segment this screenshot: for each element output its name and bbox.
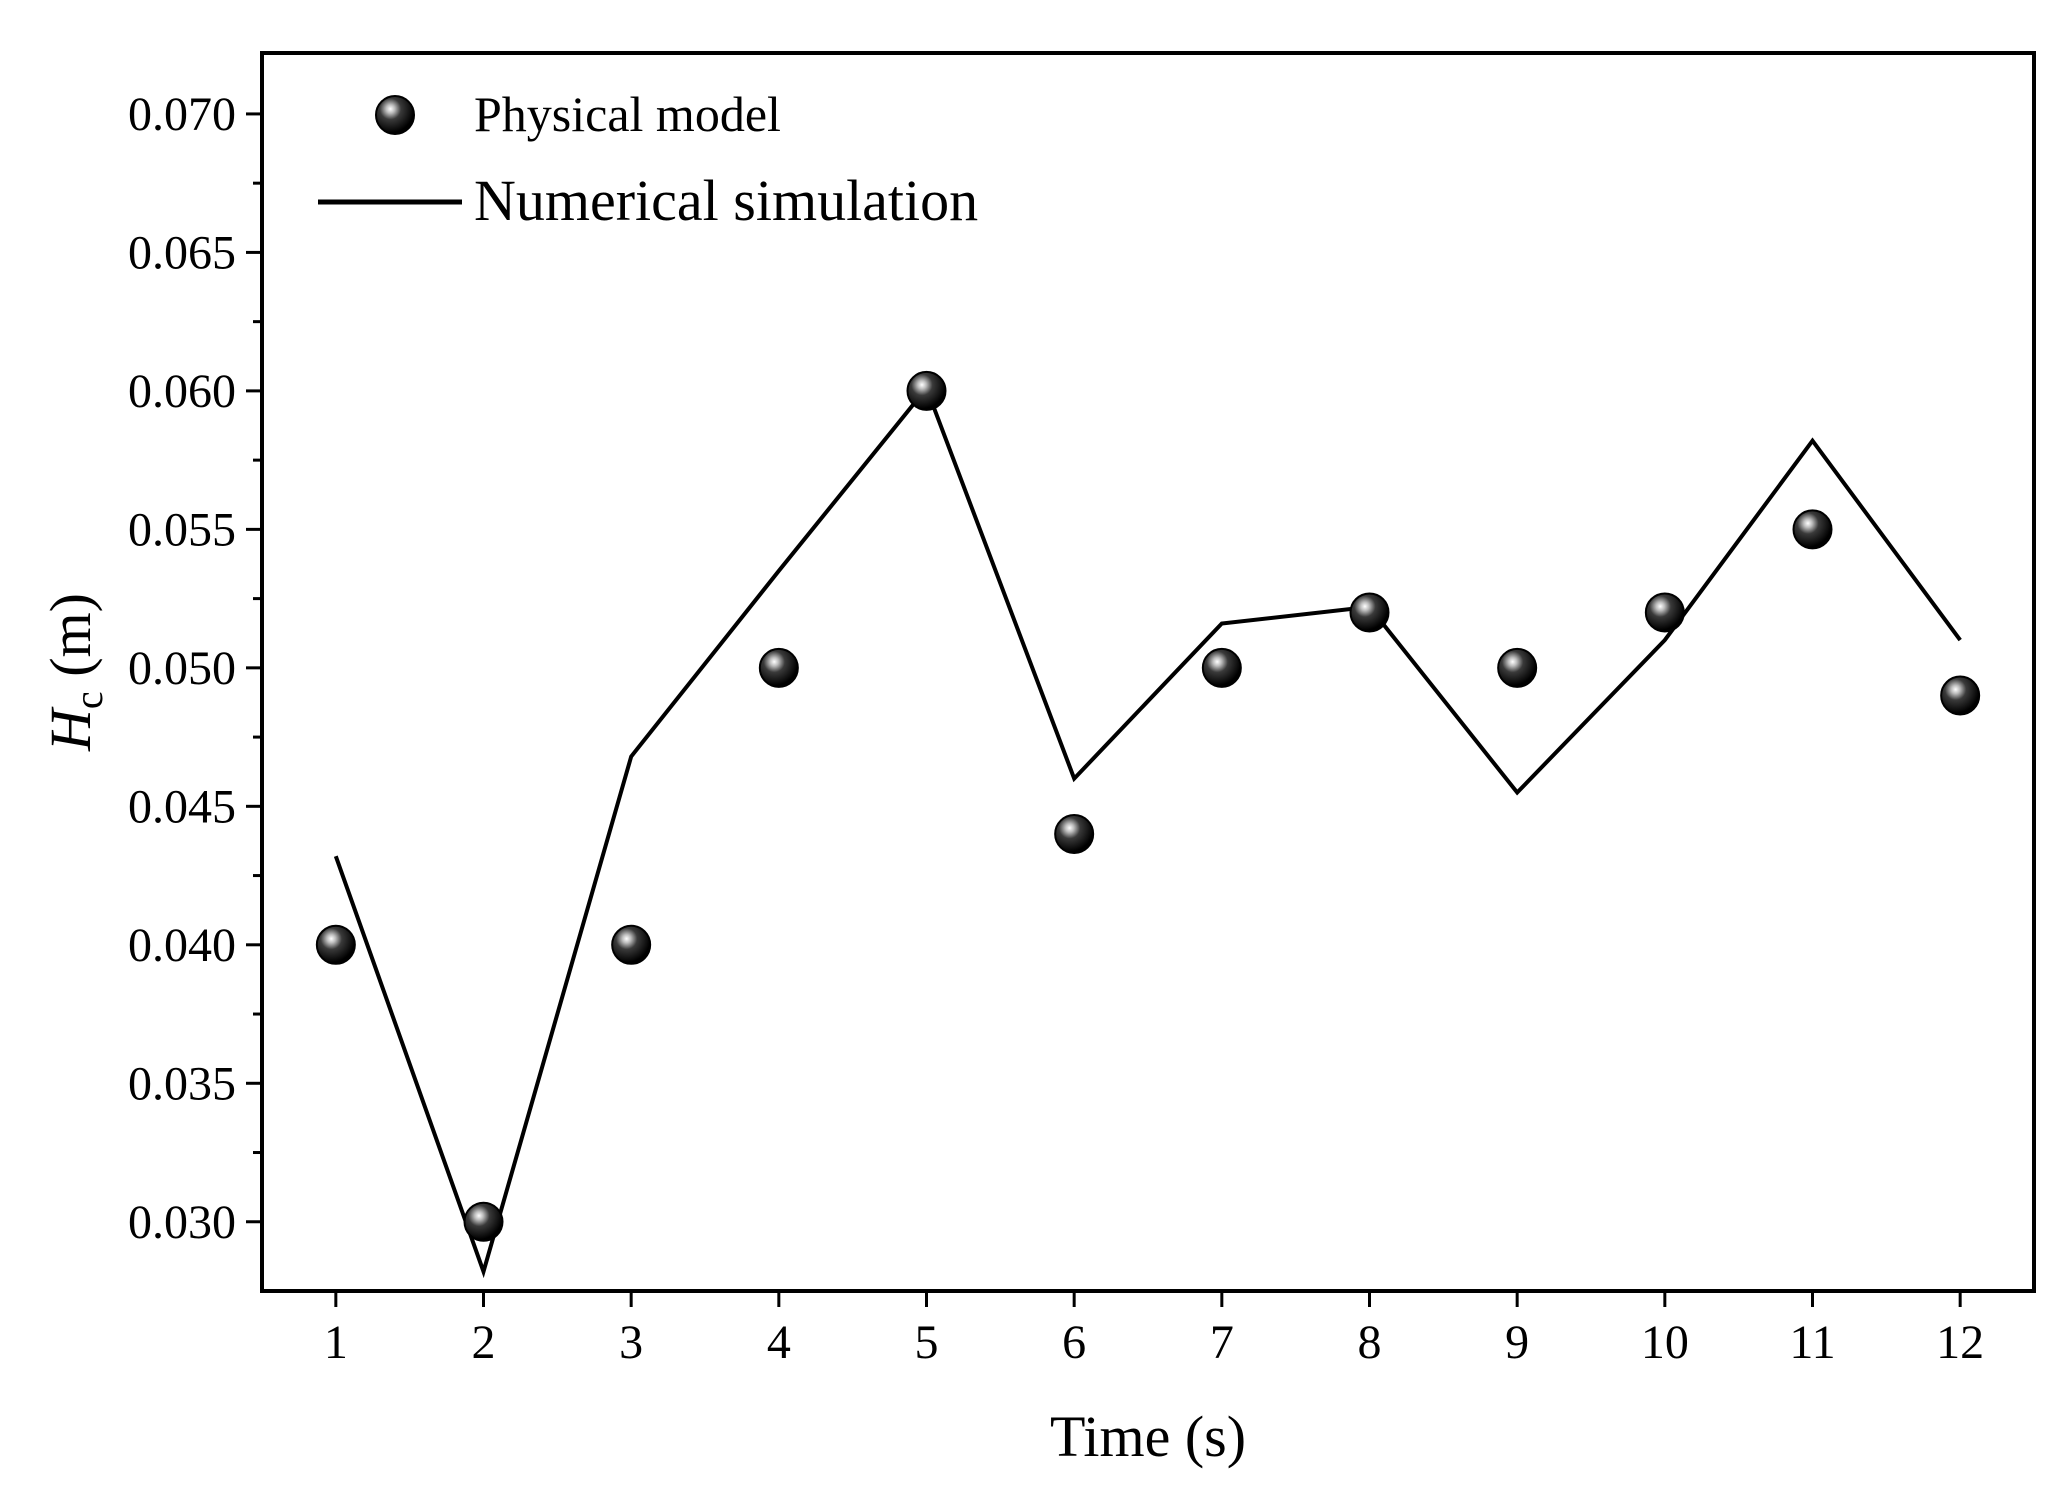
y-tick-label: 0.065: [128, 226, 236, 279]
x-tick-label: 12: [1936, 1316, 1984, 1369]
x-tick-label: 3: [619, 1316, 643, 1369]
scatter-point-physical-model: [1201, 647, 1242, 688]
series-layer: [315, 370, 1981, 1279]
x-tick-label: 4: [767, 1316, 791, 1369]
x-tick-label: 1: [324, 1316, 348, 1369]
x-tick-label: 9: [1505, 1316, 1529, 1369]
scatter-point-physical-model: [1644, 592, 1685, 633]
scatter-point-physical-model: [1792, 509, 1833, 550]
scatter-point-physical-model: [611, 924, 652, 965]
scatter-point-physical-model: [1054, 814, 1095, 855]
series-line-numerical-simulation: [333, 384, 1962, 1279]
y-axis-ticks: 0.030 0.035 0.040 0.045 0.050 0.055 0.060 0.065…: [128, 88, 262, 1249]
x-tick-label: 7: [1210, 1316, 1234, 1369]
x-axis-ticks: 1 2 3 4 5 6 7 8 9 10 11 12: [324, 1291, 1984, 1369]
legend: Physical model Numerical simulation: [318, 86, 978, 233]
y-axis-title-unit: (m): [38, 593, 103, 691]
y-tick-label: 0.040: [128, 919, 236, 972]
scatter-point-physical-model: [1497, 647, 1538, 688]
y-axis-title-subscript: c: [66, 691, 111, 709]
scatter-point-physical-model: [315, 924, 356, 965]
scatter-point-physical-model: [758, 647, 799, 688]
y-tick-label: 0.070: [128, 88, 236, 141]
svg-text:Hc (m): Hc (m): [38, 593, 111, 752]
y-tick-label: 0.055: [128, 503, 236, 556]
plot-frame: [260, 51, 2036, 1293]
legend-label-numerical-simulation: Numerical simulation: [474, 168, 978, 233]
y-tick-label: 0.035: [128, 1057, 236, 1110]
y-axis-title-symbol: H: [38, 706, 103, 752]
scatter-point-physical-model: [463, 1201, 504, 1242]
y-tick-label: 0.030: [128, 1196, 236, 1249]
legend-label-physical-model: Physical model: [474, 86, 781, 142]
x-tick-label: 5: [915, 1316, 939, 1369]
y-tick-label: 0.060: [128, 365, 236, 418]
x-tick-label: 11: [1789, 1316, 1835, 1369]
x-axis-title: Time (s): [1050, 1404, 1246, 1469]
legend-scatter-marker: [375, 95, 415, 135]
scatter-point-physical-model: [906, 370, 947, 411]
y-tick-label: 0.045: [128, 780, 236, 833]
scatter-point-physical-model: [1349, 592, 1390, 633]
y-axis-title: Hc (m): [38, 593, 111, 752]
x-tick-label: 10: [1641, 1316, 1689, 1369]
scatter-point-physical-model: [1940, 675, 1981, 716]
x-tick-label: 6: [1062, 1316, 1086, 1369]
y-tick-label: 0.050: [128, 642, 236, 695]
x-tick-label: 8: [1358, 1316, 1382, 1369]
x-tick-label: 2: [472, 1316, 496, 1369]
